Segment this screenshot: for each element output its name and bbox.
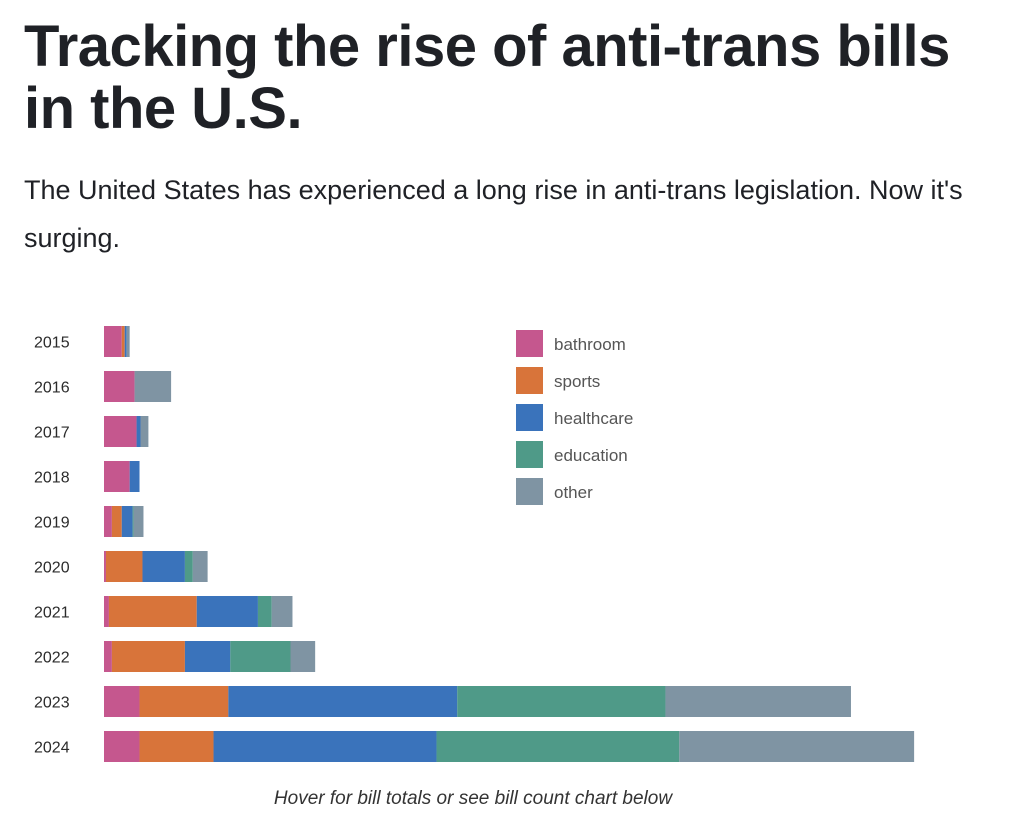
bar-segment-2021-education[interactable]: 2021 education: 14: [257, 596, 272, 627]
bar-segment-2019-healthcare[interactable]: 2019 healthcare: 11: [121, 506, 133, 537]
bar-segment-2022-other[interactable]: 2022 other: 25: [290, 641, 316, 672]
bar-segment-2024-other[interactable]: 2024 other: 238: [679, 731, 915, 762]
legend-label-healthcare: healthcare: [554, 409, 633, 428]
bar-segment-2020-sports[interactable]: 2020 sports: 37: [105, 551, 143, 582]
legend-label-bathroom: bathroom: [554, 335, 626, 354]
bar-segment-2024-education[interactable]: 2024 education: 246: [436, 731, 680, 762]
bar-segment-2015-bathroom[interactable]: 2015 bathroom: 18: [104, 326, 122, 357]
bar-segment-2020-education[interactable]: 2020 education: 8: [184, 551, 193, 582]
bar-segment-2015-healthcare[interactable]: 2015 healthcare: 2: [124, 326, 127, 357]
bar-segment-2022-education[interactable]: 2022 education: 61: [230, 641, 291, 672]
legend-label-other: other: [554, 483, 593, 502]
legend-label-education: education: [554, 446, 628, 465]
bar-segment-2017-bathroom[interactable]: 2017 bathroom: 33: [104, 416, 137, 447]
year-label-2016: 2016: [34, 380, 70, 397]
bar-segment-2024-healthcare[interactable]: 2024 healthcare: 226: [213, 731, 437, 762]
year-label-2022: 2022: [34, 650, 70, 667]
bar-segment-2019-other[interactable]: 2019 other: 10: [133, 506, 144, 537]
bar-segment-2023-healthcare[interactable]: 2023 healthcare: 232: [228, 686, 458, 717]
bar-segment-2024-sports[interactable]: 2024 sports: 75: [139, 731, 214, 762]
legend-swatch-healthcare: [516, 404, 543, 431]
stacked-bar-chart: 2015 2015 bathroom: 182015 sports: 32015 …: [34, 326, 915, 762]
bar-segment-2022-healthcare[interactable]: 2022 healthcare: 46: [184, 641, 231, 672]
bar-segment-2020-bathroom[interactable]: 2020 bathroom: 2: [104, 551, 106, 582]
legend-swatch-sports: [516, 367, 543, 394]
bar-segment-2021-other[interactable]: 2021 other: 21: [271, 596, 293, 627]
bar-segment-2019-education[interactable]: 2019 education: 1: [132, 506, 134, 537]
legend-swatch-bathroom: [516, 330, 543, 357]
legend-swatch-other: [516, 478, 543, 505]
page-title: Tracking the rise of anti-trans bills in…: [24, 14, 950, 141]
year-label-2019: 2019: [34, 515, 70, 532]
bar-segment-2023-sports[interactable]: 2023 sports: 90: [139, 686, 229, 717]
year-label-2023: 2023: [34, 695, 70, 712]
bar-segment-2015-sports[interactable]: 2015 sports: 3: [121, 326, 125, 357]
legend-swatch-education: [516, 441, 543, 468]
bar-segment-2021-sports[interactable]: 2021 sports: 89: [108, 596, 197, 627]
year-label-2024: 2024: [34, 740, 70, 757]
year-label-2017: 2017: [34, 425, 70, 442]
bar-segment-2022-sports[interactable]: 2022 sports: 74: [111, 641, 185, 672]
bar-segment-2018-healthcare[interactable]: 2018 healthcare: 10: [129, 461, 140, 492]
bar-segment-2024-bathroom[interactable]: 2024 bathroom: 36: [104, 731, 140, 762]
bar-segment-2023-other[interactable]: 2023 other: 188: [665, 686, 851, 717]
year-label-2021: 2021: [34, 605, 70, 622]
bar-segment-2022-bathroom[interactable]: 2022 bathroom: 8: [104, 641, 112, 672]
page-subtitle: The United States has experienced a long…: [24, 175, 963, 253]
bar-segment-2023-bathroom[interactable]: 2023 bathroom: 36: [104, 686, 140, 717]
bar-segment-2017-other[interactable]: 2017 other: 8: [140, 416, 149, 447]
year-label-2020: 2020: [34, 560, 70, 577]
bar-segment-2020-healthcare[interactable]: 2020 healthcare: 43: [142, 551, 185, 582]
hover-note: Hover for bill totals or see bill count …: [273, 788, 673, 809]
bar-segment-2018-bathroom[interactable]: 2018 bathroom: 26: [104, 461, 130, 492]
bar-segment-2023-education[interactable]: 2023 education: 211: [457, 686, 666, 717]
year-label-2015: 2015: [34, 335, 70, 352]
bar-segment-2015-other[interactable]: 2015 other: 3: [126, 326, 130, 357]
legend-label-sports: sports: [554, 372, 600, 391]
year-label-2018: 2018: [34, 470, 70, 487]
bar-segment-2021-bathroom[interactable]: 2021 bathroom: 5: [104, 596, 109, 627]
bar-segment-2016-other[interactable]: 2016 other: 37: [134, 371, 172, 402]
bar-segment-2016-bathroom[interactable]: 2016 bathroom: 31: [104, 371, 135, 402]
bar-segment-2019-sports[interactable]: 2019 sports: 10: [111, 506, 122, 537]
bar-segment-2020-other[interactable]: 2020 other: 15: [192, 551, 208, 582]
bar-segment-2017-healthcare[interactable]: 2017 healthcare: 4: [136, 416, 141, 447]
bar-segment-2019-bathroom[interactable]: 2019 bathroom: 8: [104, 506, 112, 537]
bar-segment-2021-healthcare[interactable]: 2021 healthcare: 62: [196, 596, 258, 627]
